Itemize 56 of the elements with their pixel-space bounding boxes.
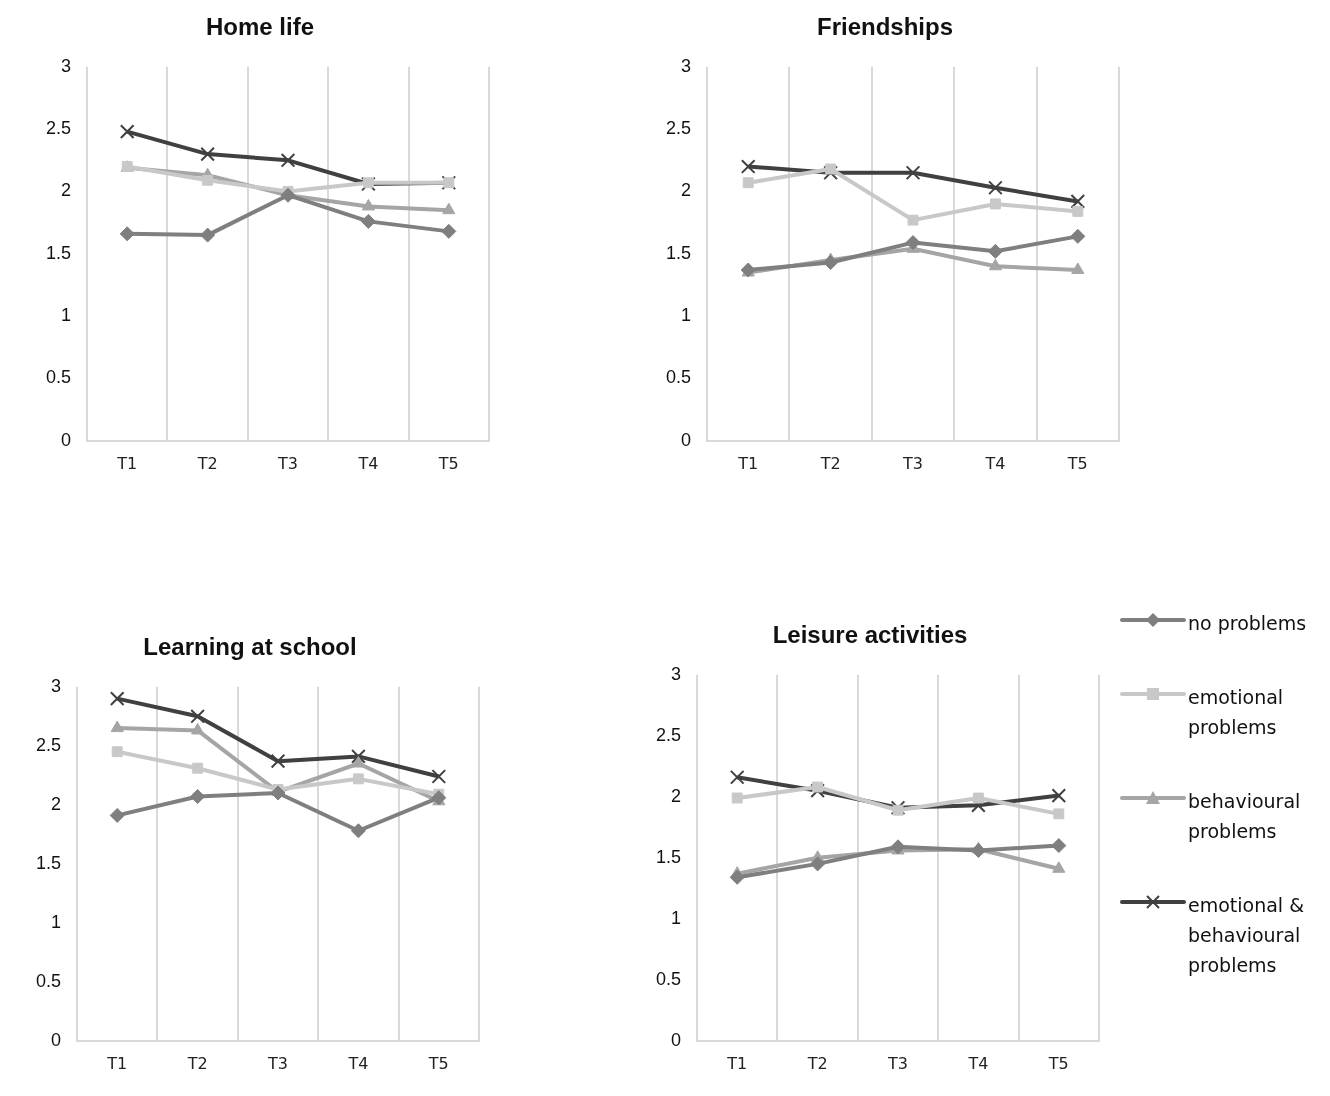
x-tick-label: T1 [106,1053,128,1073]
x-tick-label: T3 [887,1053,908,1073]
chart-title: Home life [205,13,315,41]
x-tick-label: T1 [116,453,138,473]
legend-label: emotional & behavioural problems [1188,893,1305,978]
x-tick-label: T2 [806,1053,828,1073]
y-tick-label: 0 [61,429,72,450]
y-tick-label: 1 [51,911,62,932]
y-tick-label: 1.5 [35,852,62,873]
x-tick-label: T5 [427,1053,449,1073]
y-tick-label: 1.5 [45,242,72,263]
y-tick-label: 2 [61,180,72,201]
chart-title: Friendships [816,13,954,41]
y-tick-label: 0.5 [35,970,62,991]
y-tick-label: 1.5 [665,242,692,263]
y-tick-label: 0.5 [665,367,692,388]
y-tick-label: 1 [61,305,72,326]
x-tick-label: T5 [1066,453,1088,473]
x-tick-label: T4 [357,453,379,473]
y-tick-label: 2 [51,793,62,814]
legend-label: behavioural problems [1188,789,1302,844]
y-tick-label: 0 [671,1029,682,1050]
x-tick-label: T2 [186,1053,208,1073]
y-tick-label: 3 [61,55,72,76]
x-tick-label: T3 [267,1053,288,1073]
x-tick-label: T4 [984,453,1006,473]
y-tick-label: 0.5 [45,367,72,388]
x-tick-label: T5 [1047,1053,1069,1073]
x-tick-label: T1 [737,453,759,473]
y-tick-label: 0 [51,1029,62,1050]
y-tick-label: 1 [681,305,692,326]
y-tick-label: 1.5 [655,846,682,867]
legend-label: emotional problems [1188,685,1285,740]
y-tick-label: 2.5 [35,734,62,755]
x-tick-label: T2 [819,453,841,473]
y-tick-label: 2.5 [665,118,692,139]
x-tick-label: T4 [967,1053,989,1073]
y-tick-label: 2 [681,180,692,201]
x-tick-label: T2 [196,453,218,473]
x-tick-label: T3 [277,453,298,473]
y-tick-label: 2.5 [45,118,72,139]
chart-title: Learning at school [143,633,357,661]
chart-title: Leisure activities [772,621,968,649]
y-tick-label: 0 [681,429,692,450]
y-tick-label: 3 [671,663,682,684]
x-tick-label: T3 [902,453,923,473]
x-tick-label: T5 [437,453,459,473]
y-tick-label: 3 [681,55,692,76]
y-tick-label: 3 [51,675,62,696]
y-tick-label: 1 [671,907,682,928]
x-tick-label: T1 [726,1053,748,1073]
y-tick-label: 0.5 [655,968,682,989]
y-tick-label: 2.5 [655,724,682,745]
y-tick-label: 2 [671,785,682,806]
x-tick-label: T4 [347,1053,369,1073]
legend-label: no problems [1188,611,1308,636]
